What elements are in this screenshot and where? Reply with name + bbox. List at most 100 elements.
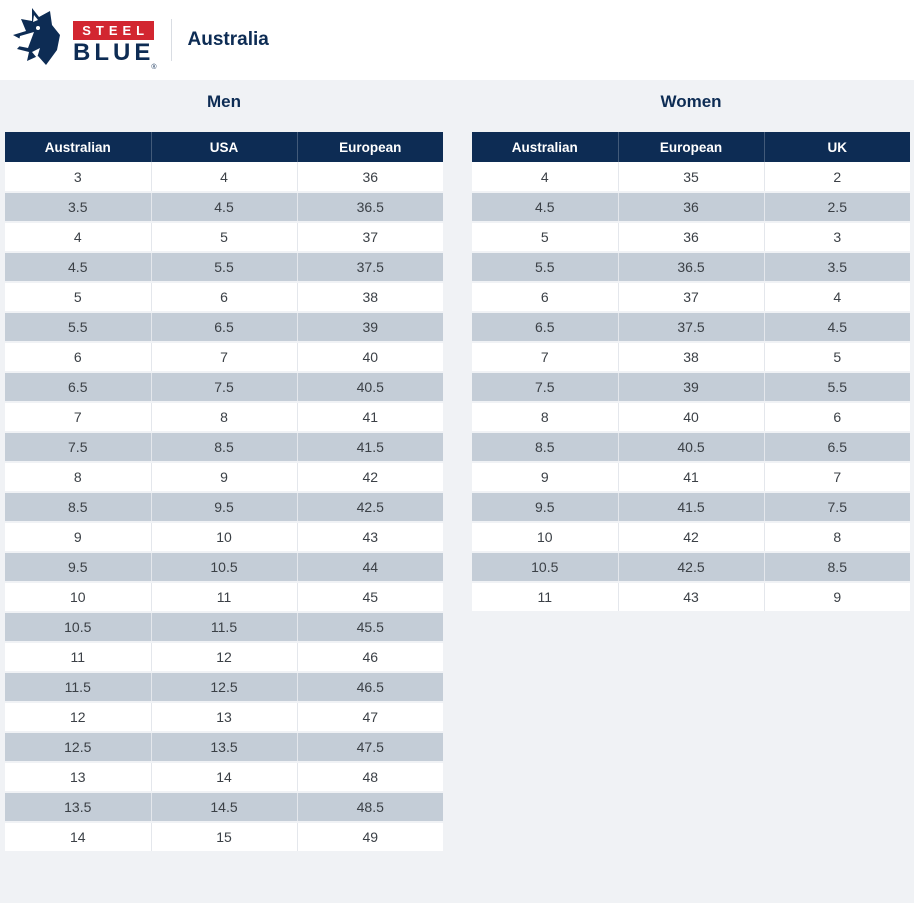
size-cell: 6.5 [472,312,618,343]
women-table-title: Women [660,92,722,111]
size-cell: 7.5 [763,492,910,523]
column-header: UK [763,132,910,162]
table-row: 7 38 5 [472,342,910,373]
size-cell: 13.5 [150,732,297,763]
size-cell: 38 [296,282,443,313]
size-cell: 12.5 [150,672,297,703]
table-row: 8 9 42 [5,462,443,493]
size-cell: 10 [150,522,297,553]
table-row: 6.5 37.5 4.5 [472,312,910,343]
column-header: European [296,132,443,162]
size-cell: 36 [296,162,443,193]
size-cell: 42.5 [617,552,764,583]
size-cell: 42.5 [296,492,443,523]
size-cell: 7 [472,342,618,373]
size-cell: 4 [763,282,910,313]
size-cell: 40.5 [617,432,764,463]
table-row: 13.5 14.5 48.5 [5,792,443,823]
table-row: 14 15 49 [5,822,443,853]
size-cell: 5.5 [5,312,151,343]
table-row: 4.5 5.5 37.5 [5,252,443,283]
size-cell: 35 [617,162,764,193]
size-cell: 36.5 [296,192,443,223]
size-cell: 3.5 [5,192,151,223]
size-cell: 43 [617,582,764,613]
size-cell: 37 [296,222,443,253]
table-row: 6.5 7.5 40.5 [5,372,443,403]
size-cell: 5.5 [472,252,618,283]
size-cell: 7 [5,402,151,433]
table-row: 10 42 8 [472,522,910,553]
size-cell: 7.5 [150,372,297,403]
size-cell: 14.5 [150,792,297,823]
size-cell: 4 [5,222,151,253]
size-cell: 14 [5,822,151,853]
steel-blue-logo[interactable]: STEEL BLUE ® [12,7,157,73]
table-row: 8.5 9.5 42.5 [5,492,443,523]
size-cell: 4 [472,162,618,193]
men-table-title: Men [207,92,241,111]
size-cell: 2 [763,162,910,193]
size-cell: 6 [5,342,151,373]
size-cell: 41.5 [296,432,443,463]
size-cell: 41 [617,462,764,493]
table-row: 10 11 45 [5,582,443,613]
size-cell: 12 [5,702,151,733]
size-cell: 9.5 [5,552,151,583]
size-cell: 37 [617,282,764,313]
size-cell: 36 [617,192,764,223]
size-cell: 7 [763,462,910,493]
size-cell: 8 [150,402,297,433]
size-cell: 6.5 [150,312,297,343]
size-cell: 38 [617,342,764,373]
size-cell: 2.5 [763,192,910,223]
size-cell: 10 [472,522,618,553]
size-cell: 8.5 [763,552,910,583]
table-row: 5.5 6.5 39 [5,312,443,343]
size-cell: 10 [5,582,151,613]
size-cell: 9 [5,522,151,553]
size-cell: 47.5 [296,732,443,763]
size-cell: 49 [296,822,443,853]
size-cell: 39 [617,372,764,403]
size-cell: 11.5 [5,672,151,703]
size-cell: 41 [296,402,443,433]
table-row: 11 43 9 [472,582,910,613]
size-cell: 5.5 [763,372,910,403]
size-cell: 9.5 [150,492,297,523]
size-cell: 42 [296,462,443,493]
column-header: European [617,132,764,162]
table-row: 12 13 47 [5,702,443,733]
size-cell: 3 [5,162,151,193]
size-cell: 6.5 [5,372,151,403]
table-row: 5 36 3 [472,222,910,253]
men-size-section: Men Australian USA European 3 4 36 3.5 4.5 36.5 4… [5,80,443,853]
size-cell: 9 [472,462,618,493]
site-header: STEEL BLUE ® Australia [0,0,914,80]
size-cell: 5 [763,342,910,373]
table-row: 9.5 41.5 7.5 [472,492,910,523]
size-cell: 46.5 [296,672,443,703]
column-header: Australian [472,132,618,162]
column-header: USA [150,132,297,162]
size-cell: 45.5 [296,612,443,643]
size-cell: 9.5 [472,492,618,523]
size-cell: 6.5 [763,432,910,463]
table-row: 9 41 7 [472,462,910,493]
table-header-row: Australian European UK [472,132,910,162]
table-row: 6 7 40 [5,342,443,373]
size-cell: 37.5 [617,312,764,343]
size-cell: 8.5 [472,432,618,463]
wolf-logo-icon [12,7,68,73]
size-cell: 44 [296,552,443,583]
size-cell: 8.5 [5,492,151,523]
table-row: 13 14 48 [5,762,443,793]
women-size-table: Australian European UK 4 35 2 4.5 36 2.5 5 36 3 5.5 3… [472,132,910,613]
size-cell: 48.5 [296,792,443,823]
size-cell: 3.5 [763,252,910,283]
size-cell: 45 [296,582,443,613]
table-row: 6 37 4 [472,282,910,313]
table-row: 7.5 8.5 41.5 [5,432,443,463]
table-row: 4 35 2 [472,162,910,193]
size-cell: 14 [150,762,297,793]
